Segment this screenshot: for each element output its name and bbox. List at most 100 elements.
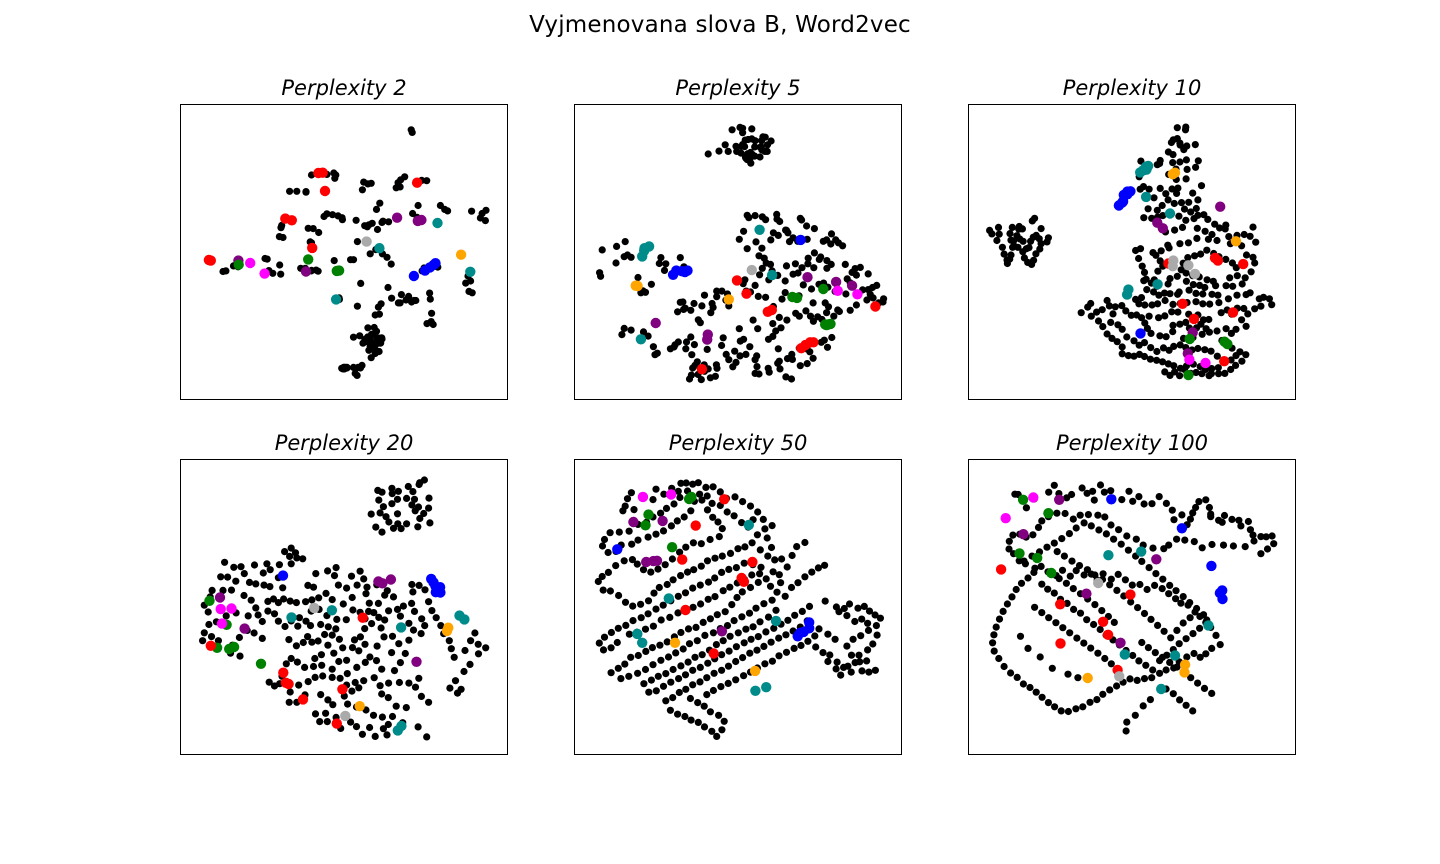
scatter-point [642, 647, 650, 655]
scatter-point [767, 236, 775, 244]
scatter-point [711, 574, 719, 582]
scatter-point [1236, 348, 1244, 356]
scatter-point [410, 607, 419, 615]
highlighted-point-red [337, 684, 348, 695]
scatter-point [1143, 585, 1151, 594]
scatter-point [349, 606, 357, 614]
highlighted-point-teal [432, 217, 443, 229]
scatter-point [1212, 282, 1220, 290]
scatter-point [282, 660, 290, 668]
scatter-point [1089, 487, 1097, 495]
scatter-point [598, 246, 606, 254]
scatter-point [677, 662, 685, 670]
scatter-point [761, 660, 769, 668]
scatter-point [1169, 690, 1177, 698]
scatter-point [1168, 308, 1176, 316]
scatter-point [711, 372, 719, 380]
scatter-point [607, 628, 615, 637]
panel-title-perplexity-50: Perplexity 50 [668, 431, 808, 455]
scatter-point [710, 669, 718, 677]
scatter-point [1107, 318, 1115, 326]
scatter-point [1019, 680, 1027, 688]
scatter-point [704, 659, 712, 667]
scatter-point [1203, 246, 1211, 254]
scatter-point [756, 153, 764, 161]
scatter-point [990, 647, 998, 655]
scatter-point [863, 657, 871, 665]
scatter-point [655, 583, 663, 592]
highlighted-point-green [255, 658, 267, 669]
scatter-point [383, 731, 391, 739]
scatter-point [362, 590, 370, 598]
scatter-point [769, 568, 777, 576]
scatter-point [1176, 240, 1184, 248]
scatter-point [1233, 272, 1241, 280]
scatter-point [1141, 301, 1149, 309]
scatter-point [414, 201, 422, 210]
scatter-point [697, 376, 705, 384]
scatter-point [835, 307, 843, 316]
scatter-point [775, 652, 783, 660]
scatter-point [724, 679, 732, 687]
highlighted-point-green [228, 641, 240, 653]
scatter-point [236, 652, 244, 660]
scatter-point [1197, 182, 1206, 190]
scatter-point [718, 651, 726, 659]
scatter-point [258, 617, 266, 626]
scatter-point [810, 249, 818, 257]
scatter-point [704, 578, 713, 586]
scatter-point [742, 154, 750, 162]
scatter-point [751, 137, 759, 145]
scatter-point [1222, 255, 1230, 263]
scatter-point [466, 660, 474, 668]
scatter-point [1144, 205, 1152, 213]
scatter-point [335, 657, 343, 666]
scatter-point [306, 622, 315, 630]
scatter-point [370, 609, 378, 617]
scatter-point [621, 238, 629, 246]
scatter-point [713, 287, 721, 295]
scatter-point [762, 628, 770, 636]
scatter-point [666, 706, 674, 714]
scatter-point [365, 599, 373, 607]
scatter-point [712, 361, 720, 369]
scatter-point [714, 518, 722, 526]
scatter-point [1106, 581, 1114, 589]
highlighted-point-teal [632, 628, 643, 640]
highlighted-point-teal [635, 334, 647, 345]
scatter-point [1214, 364, 1222, 372]
scatter-point [1263, 545, 1272, 553]
scatter-point [378, 665, 386, 673]
scatter-point [876, 614, 884, 622]
scatter-point [773, 588, 781, 596]
scatter-point [854, 604, 862, 612]
scatter-point [1118, 496, 1126, 504]
scatter-point [263, 560, 271, 568]
scatter-point [805, 602, 814, 610]
scatter-point [309, 225, 317, 233]
scatter-point [682, 338, 691, 346]
scatter-point [403, 494, 411, 502]
scatter-point [1164, 196, 1172, 204]
highlighted-point-red [995, 564, 1007, 575]
highlighted-point-red [205, 255, 216, 266]
scatter-point [696, 678, 704, 686]
scatter-point [772, 606, 780, 614]
scatter-point [359, 339, 367, 347]
scatter-point [1198, 370, 1206, 378]
scatter-point [1000, 250, 1008, 258]
scatter-point [207, 633, 216, 641]
highlighted-point-teal [770, 615, 782, 627]
scatter-point [703, 557, 712, 565]
scatter-point [1182, 701, 1190, 709]
scatter-point [1226, 274, 1234, 282]
scatter-point [1216, 224, 1224, 232]
scatter-point [607, 644, 615, 652]
scatter-point [481, 217, 489, 225]
scatter-point [797, 641, 805, 650]
scatter-point [1153, 356, 1161, 364]
scatter-point [679, 645, 687, 653]
scatter-point [1162, 190, 1170, 198]
scatter-point [1218, 518, 1226, 526]
scatter-point [1036, 245, 1044, 253]
